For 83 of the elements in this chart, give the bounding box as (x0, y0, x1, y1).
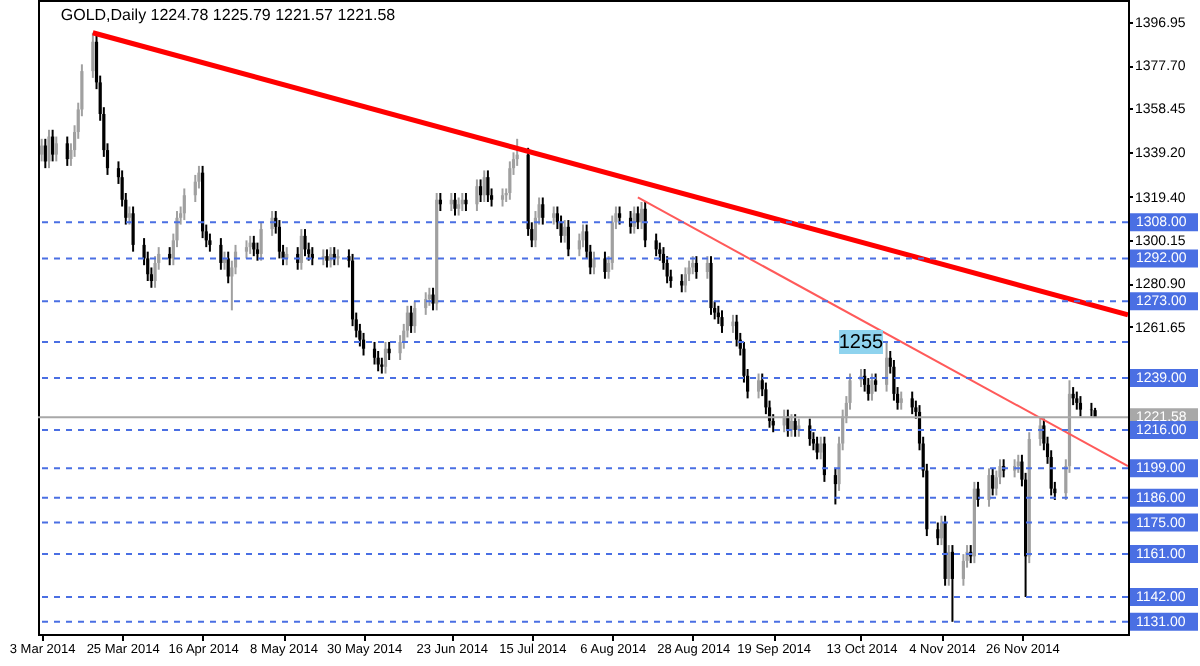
candlestick (936, 521, 940, 547)
candlestick (961, 553, 965, 587)
candlestick (413, 300, 417, 334)
candlestick (457, 196, 461, 217)
candlestick (709, 255, 713, 316)
candlestick (563, 219, 567, 244)
candlestick (47, 128, 51, 170)
candlestick (680, 273, 684, 294)
candlestick (372, 340, 377, 366)
candlestick (475, 178, 479, 213)
candlestick (610, 214, 614, 271)
candlestick (866, 377, 870, 402)
candlestick (91, 31, 95, 79)
candlestick (892, 359, 896, 402)
candlestick (731, 313, 735, 334)
candlestick (51, 128, 55, 163)
candlestick (464, 191, 468, 213)
candlestick (409, 304, 413, 334)
candlestick (720, 309, 724, 334)
candlestick (376, 349, 380, 373)
candlestick (636, 205, 640, 231)
candlestick (756, 372, 761, 400)
candlestick (482, 169, 486, 203)
candlestick (683, 266, 688, 294)
candlestick (303, 228, 307, 258)
candlestick (617, 205, 622, 226)
candlestick (665, 255, 669, 285)
candlestick (541, 196, 545, 226)
candlestick (453, 191, 457, 217)
candlestick (478, 178, 483, 203)
candlestick (976, 480, 980, 508)
candlestick (581, 223, 585, 249)
candlestick (508, 160, 512, 201)
candlestick (654, 232, 658, 258)
candlestick (870, 372, 874, 402)
candlestick (947, 544, 951, 587)
chart-title: GOLD,Daily 1224.78 1225.79 1221.57 1221.58 (60, 6, 397, 24)
candlestick (244, 239, 249, 260)
candlestick (127, 205, 132, 226)
candlestick (833, 467, 837, 506)
candlestick (705, 255, 709, 280)
candlestick (486, 169, 490, 203)
candlestick (566, 219, 570, 258)
annotation: 1255 (838, 331, 885, 354)
candlestick (819, 435, 823, 461)
candlestick (54, 135, 58, 163)
candlestick (131, 205, 135, 253)
candlestick (559, 214, 563, 244)
candlestick (658, 241, 662, 262)
candlestick (383, 340, 388, 375)
candlestick (577, 232, 581, 258)
candlestick (193, 173, 197, 203)
candlestick (208, 232, 212, 253)
candlestick (815, 435, 819, 461)
candlestick (808, 417, 812, 447)
candlestick (1075, 390, 1079, 411)
candlestick (182, 187, 186, 222)
candlestick (431, 286, 435, 312)
candlestick (950, 544, 955, 623)
candlestick (226, 250, 230, 285)
candlestick (991, 467, 995, 497)
candlestick (874, 372, 878, 393)
candlestick (40, 137, 44, 163)
candlestick (793, 413, 797, 438)
candlestick (910, 390, 914, 416)
candlestick (1078, 395, 1083, 418)
candlestick (277, 219, 282, 260)
candlestick (361, 331, 366, 357)
candlestick (552, 205, 556, 226)
candlestick (899, 390, 903, 411)
candlestick (259, 221, 263, 262)
candlestick (603, 250, 607, 280)
candlestick (255, 241, 260, 262)
candlestick (153, 255, 157, 289)
candlestick (65, 135, 69, 167)
candlestick (592, 250, 596, 276)
candlestick (987, 467, 991, 508)
candlestick (735, 313, 739, 348)
candlestick (325, 248, 329, 269)
candlestick (694, 255, 698, 280)
candlestick (299, 228, 303, 271)
candlestick (500, 187, 505, 208)
candlestick (219, 237, 223, 271)
